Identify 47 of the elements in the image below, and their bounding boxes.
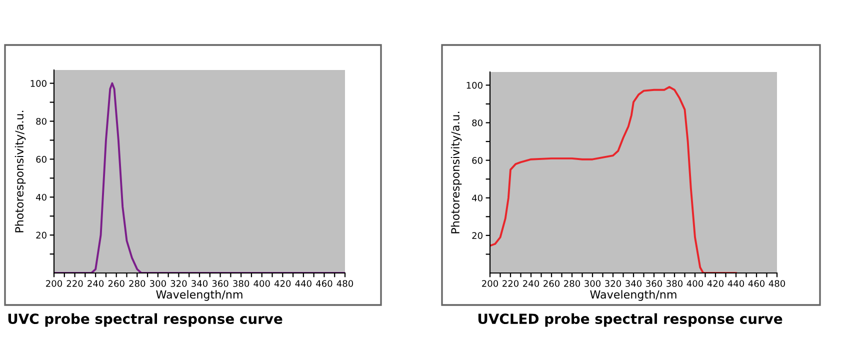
text: UVCLED probe spectral response curve (478, 313, 782, 327)
x-tick-label: 240 (523, 280, 540, 287)
x-tick-label: 280 (564, 280, 580, 287)
x-tick-label: 460 (316, 280, 332, 287)
x-tick-label: 340 (626, 280, 642, 287)
x-tick-label: 320 (170, 280, 187, 287)
x-tick-label: 420 (274, 280, 291, 287)
x-tick-label: 200 (482, 280, 498, 287)
x-tick-label: 260 (108, 280, 124, 287)
x-axis-title: Wavelength/nm (156, 290, 242, 301)
y-tick-label: 60 (472, 157, 482, 164)
x-tick-label: 420 (707, 280, 724, 287)
y-tick-label: 100 (466, 82, 482, 89)
x-tick-label: 280 (129, 280, 146, 287)
x-tick-label: 380 (666, 280, 683, 287)
y-tick-label: 80 (36, 118, 46, 125)
y-tick-label: 20 (472, 232, 482, 239)
x-tick-label: 460 (748, 280, 765, 287)
x-axis-title: Wavelength/nm (590, 290, 676, 301)
text: UVC probe spectral response curve (8, 313, 282, 327)
x-tick-label: 400 (254, 280, 270, 287)
x-tick-label: 320 (605, 280, 622, 287)
x-tick-label: 240 (88, 280, 104, 287)
y-tick-label: 20 (36, 232, 46, 239)
x-tick-label: 360 (212, 280, 228, 287)
x-tick-label: 300 (150, 280, 166, 287)
y-tick-label: 40 (36, 194, 46, 201)
x-tick-label: 440 (295, 280, 312, 287)
x-tick-label: 220 (502, 280, 519, 287)
x-tick-label: 480 (768, 280, 786, 287)
x-tick-label: 400 (686, 280, 704, 287)
y-tick-label: 80 (472, 119, 482, 126)
x-tick-label: 220 (66, 280, 83, 287)
x-tick-label: 340 (192, 280, 208, 287)
x-tick-label: 260 (544, 280, 560, 287)
x-tick-label: 480 (336, 280, 354, 287)
y-tick-label: 40 (472, 194, 482, 202)
line-series (490, 86, 737, 273)
x-tick-label: 200 (46, 280, 62, 287)
y-axis-title: Photoresponsivity/a.u. (14, 110, 26, 232)
y-tick-label: 100 (30, 80, 46, 87)
x-tick-label: 380 (233, 280, 250, 287)
y-tick-label: 60 (36, 156, 46, 163)
x-tick-label: 440 (728, 280, 744, 287)
y-axis-title: Photoresponsivity/a.u. (450, 112, 462, 234)
x-tick-label: 300 (584, 280, 601, 287)
x-tick-label: 360 (646, 280, 662, 287)
